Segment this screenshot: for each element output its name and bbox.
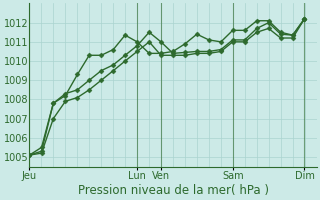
X-axis label: Pression niveau de la mer( hPa ): Pression niveau de la mer( hPa ) (77, 184, 268, 197)
